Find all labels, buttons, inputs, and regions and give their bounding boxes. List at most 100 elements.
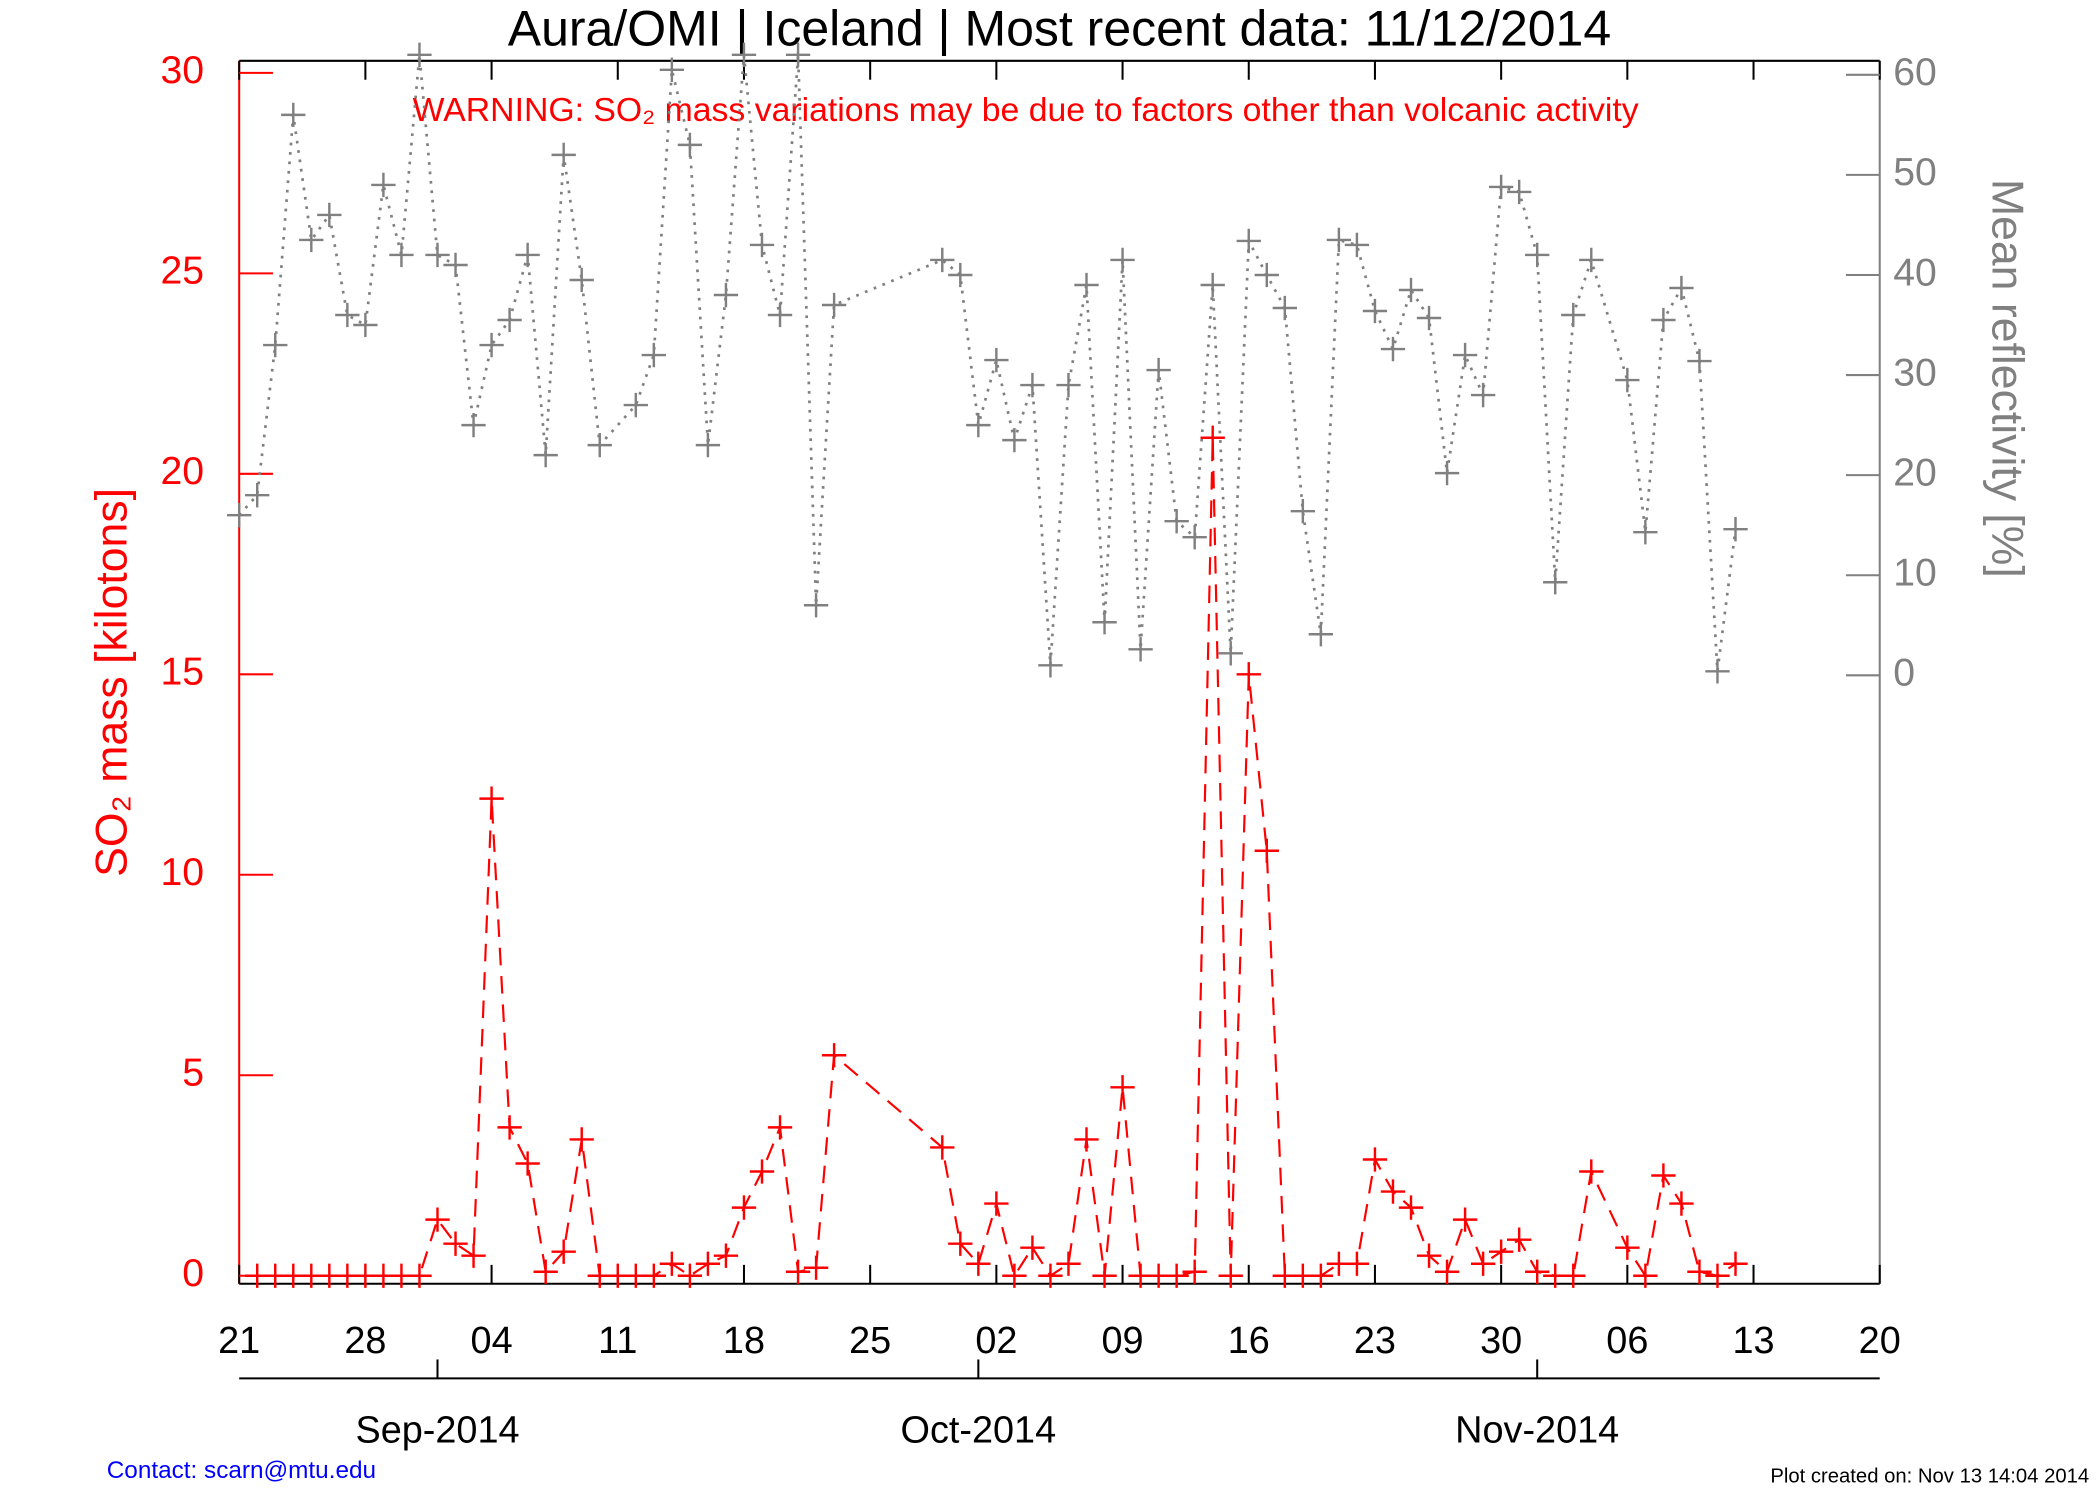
point-marker (1488, 174, 1514, 200)
point-marker (299, 227, 324, 253)
series-line (257, 437, 1737, 1279)
point-marker (749, 232, 775, 258)
y-tick-label: 5 (182, 1052, 204, 1095)
point-marker (551, 1239, 576, 1264)
point-marker (1344, 1251, 1370, 1276)
point-marker (1002, 1263, 1027, 1288)
point-marker (1056, 1251, 1081, 1276)
point-marker (1164, 509, 1189, 534)
point-marker (1633, 1263, 1658, 1288)
point-marker (659, 1251, 685, 1276)
y2-tick-label: 20 (1893, 451, 1937, 494)
point-marker (353, 312, 378, 338)
point-marker (1488, 1239, 1514, 1264)
point-marker (389, 242, 414, 268)
x-tick-label: 20 (1859, 1320, 1901, 1362)
point-marker (984, 347, 1009, 373)
point-marker (479, 332, 504, 358)
point-marker (659, 57, 685, 82)
point-marker (713, 282, 739, 308)
point-marker (1074, 272, 1099, 298)
point-marker (821, 292, 847, 318)
point-marker (695, 1251, 721, 1276)
point-marker (1579, 247, 1604, 273)
point-marker (335, 302, 360, 328)
point-marker (1272, 295, 1297, 321)
annotation: WARNING: SO₂ mass variations may be due … (413, 91, 1639, 129)
point-marker (1308, 1263, 1334, 1288)
point-marker (1308, 622, 1334, 647)
point-marker (1200, 425, 1225, 450)
point-marker (930, 247, 955, 273)
chart-title: Aura/OMI | Iceland | Most recent data: 1… (508, 1, 1611, 57)
point-marker (749, 1159, 775, 1184)
point-marker (1705, 659, 1730, 684)
point-marker (1038, 653, 1063, 678)
point-marker (1452, 342, 1478, 368)
point-marker (1687, 348, 1712, 374)
point-marker (1128, 637, 1153, 662)
y2-axis-label: Mean reflectivity [%] (1982, 179, 2031, 578)
point-marker (497, 1115, 522, 1140)
point-marker (803, 1255, 829, 1280)
point-marker (1110, 247, 1135, 273)
y-tick-label: 10 (160, 851, 204, 894)
point-marker (443, 252, 468, 278)
point-marker (821, 1043, 847, 1068)
point-marker (1326, 227, 1352, 253)
point-marker (515, 242, 540, 268)
point-marker (1525, 1259, 1550, 1284)
point-marker (785, 42, 811, 67)
point-marker (1218, 1263, 1243, 1288)
point-marker (767, 302, 793, 328)
point-marker (1615, 367, 1640, 393)
x-tick-label: 30 (1480, 1320, 1522, 1362)
month-label: Nov-2014 (1455, 1409, 1619, 1451)
y2-tick-label: 30 (1893, 351, 1937, 394)
point-marker (1182, 1259, 1207, 1284)
point-marker (641, 342, 666, 368)
point-marker (966, 1251, 991, 1276)
x-tick-label: 06 (1606, 1320, 1648, 1362)
point-marker (731, 42, 757, 67)
point-marker (767, 1115, 793, 1140)
point-marker (1705, 1263, 1730, 1288)
point-marker (1164, 1263, 1189, 1288)
created-note: Plot created on: Nov 13 14:04 2014 (1770, 1465, 2089, 1487)
point-marker (425, 242, 450, 268)
y-axis-label: SO₂ mass [kilotons] (88, 488, 137, 877)
point-marker (461, 412, 486, 438)
point-marker (1254, 262, 1279, 288)
point-marker (1236, 662, 1261, 687)
point-marker (1398, 1195, 1424, 1220)
point-marker (227, 503, 252, 528)
point-marker (948, 262, 973, 288)
x-tick-label: 23 (1354, 1320, 1396, 1362)
point-marker (1092, 610, 1117, 635)
series-line (238, 54, 1737, 672)
x-tick-label: 21 (218, 1320, 260, 1362)
point-marker (1416, 305, 1442, 331)
point-marker (984, 1191, 1009, 1216)
x-tick-label: 13 (1732, 1320, 1774, 1362)
point-marker (425, 1207, 450, 1232)
point-marker (1074, 1127, 1099, 1152)
point-marker (551, 142, 576, 168)
point-marker (1236, 228, 1261, 254)
point-marker (497, 307, 522, 333)
point-marker (1092, 1263, 1117, 1288)
point-marker (1020, 1235, 1045, 1260)
point-marker (1182, 525, 1207, 550)
point-marker (803, 593, 829, 618)
point-marker (1470, 1251, 1496, 1276)
point-marker (1416, 1243, 1442, 1268)
point-marker (1380, 336, 1406, 362)
month-label: Oct-2014 (901, 1409, 1057, 1451)
point-marker (1669, 275, 1694, 301)
x-tick-label: 18 (723, 1320, 765, 1362)
point-marker (1579, 1159, 1604, 1184)
point-marker (1362, 1147, 1388, 1172)
x-tick-label: 16 (1228, 1320, 1270, 1362)
point-marker (443, 1231, 468, 1256)
